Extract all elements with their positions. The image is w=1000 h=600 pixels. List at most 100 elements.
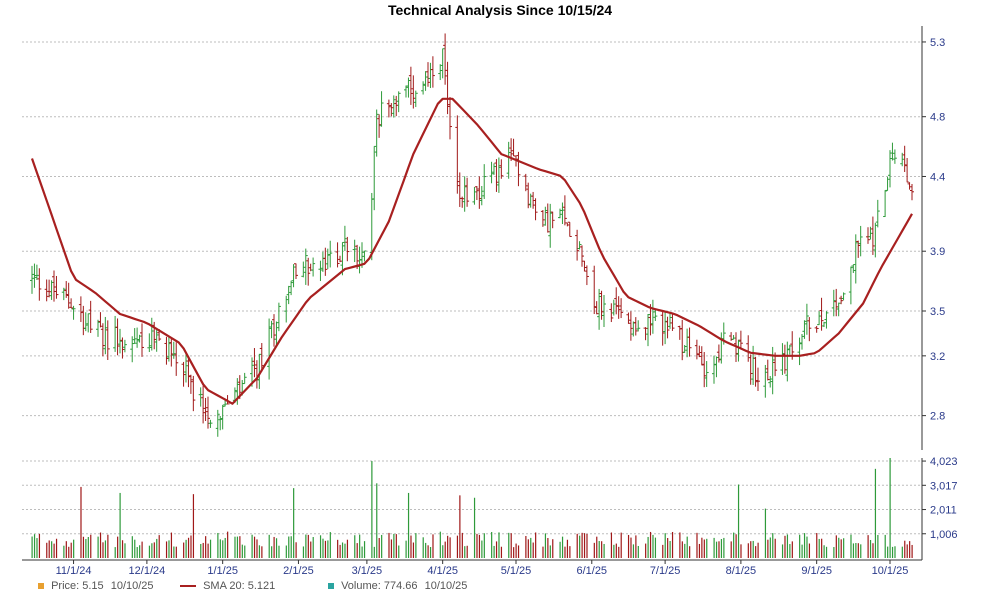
volume-tick-label: 3,017 — [930, 480, 958, 492]
volume-bar — [757, 542, 759, 558]
volume-bar — [843, 538, 845, 558]
volume-bar — [662, 544, 664, 558]
volume-bar — [99, 532, 102, 558]
volume-bar — [205, 536, 207, 558]
volume-bar — [285, 545, 287, 558]
volume-bar — [324, 540, 327, 558]
volume-bar — [769, 537, 771, 558]
volume-bar — [686, 536, 688, 558]
volume-bar — [801, 544, 803, 558]
volume-bar — [510, 533, 512, 558]
volume-bar — [476, 533, 478, 558]
volume-bar — [322, 538, 324, 558]
volume-bar — [290, 536, 292, 558]
volume-bar — [740, 544, 742, 558]
volume-bar — [381, 534, 383, 558]
x-tick-label: 5/1/25 — [501, 565, 532, 577]
legend-price-date: 10/10/25 — [110, 580, 154, 592]
volume-bar — [696, 532, 698, 558]
volume-bar — [593, 542, 595, 558]
volume-bar — [649, 531, 652, 558]
volume-bar — [68, 546, 70, 558]
volume-bar — [681, 541, 683, 558]
volume-bar — [442, 545, 444, 558]
volume-bar — [466, 545, 468, 558]
volume-bar — [549, 545, 551, 558]
volume-bar — [818, 538, 820, 558]
volume-bar — [187, 537, 190, 558]
volume-bar — [271, 546, 273, 558]
volume-bar — [456, 535, 459, 558]
price-tick-label: 3.9 — [930, 246, 945, 258]
volume-bar — [268, 534, 270, 558]
volume-bar — [701, 537, 703, 558]
volume-bar — [911, 544, 913, 558]
volume-bar — [767, 539, 769, 558]
volume-bar — [583, 533, 586, 558]
volume-bar — [855, 542, 857, 558]
volume-bar — [481, 540, 483, 558]
price-marker-icon — [38, 583, 44, 590]
volume-bar — [275, 538, 278, 558]
volume-bar — [415, 533, 417, 558]
volume-bar — [525, 535, 527, 558]
volume-bar — [207, 543, 209, 558]
volume-bar — [46, 542, 48, 558]
volume-bar — [894, 546, 896, 558]
volume-bar — [139, 545, 141, 558]
volume-bar — [312, 537, 314, 558]
volume-bar — [752, 540, 754, 558]
volume-bar — [620, 532, 622, 558]
volume-bar — [407, 492, 410, 558]
volume-bar — [527, 539, 529, 558]
price-tick-label: 4.8 — [930, 112, 945, 124]
volume-bar — [808, 543, 811, 558]
volume-bar — [615, 543, 617, 558]
volume-bar — [627, 534, 630, 558]
volume-bar — [564, 546, 566, 558]
volume-bar — [613, 544, 615, 558]
volume-bar — [750, 541, 752, 558]
volume-bar — [887, 546, 889, 558]
volume-bar — [532, 542, 534, 558]
volume-bar — [410, 535, 412, 558]
volume-bar — [165, 541, 168, 558]
volume-bar — [755, 546, 757, 558]
volume-bar — [654, 537, 657, 558]
volume-bar — [444, 541, 446, 558]
volume-bar — [791, 541, 793, 558]
volume-bar — [124, 543, 126, 558]
volume-bar — [478, 534, 481, 558]
volume-bar — [48, 540, 50, 558]
legend-price-label: Price: 5.15 — [51, 580, 104, 592]
volume-bar — [405, 540, 407, 558]
volume-bar — [373, 546, 375, 558]
x-tick-label: 2/1/25 — [283, 565, 314, 577]
volume-bar — [258, 545, 261, 558]
volume-bar — [183, 542, 185, 558]
volume-bar — [715, 541, 718, 558]
volume-bar — [412, 542, 415, 558]
volume-bar — [684, 543, 686, 558]
volume-bar — [310, 541, 312, 558]
volume-bar — [432, 534, 434, 558]
volume-bar — [874, 468, 877, 558]
volume-bar — [806, 536, 808, 558]
volume-bar — [645, 543, 647, 558]
volume-bar — [327, 540, 329, 558]
volume-bar — [70, 542, 72, 558]
volume-bar — [307, 534, 309, 558]
volume-bar — [202, 542, 204, 558]
volume-bar — [253, 536, 256, 558]
volume-bar — [733, 532, 735, 558]
volume-bar — [664, 533, 666, 558]
volume-bar — [222, 540, 224, 558]
volume-bar — [904, 540, 906, 558]
x-tick-label: 1/1/25 — [207, 565, 238, 577]
volume-bar — [772, 533, 774, 558]
volume-bar — [647, 536, 649, 558]
volume-bar — [671, 531, 674, 558]
volume-bar — [601, 541, 603, 558]
price-tick-label: 5.3 — [930, 37, 945, 49]
volume-bar — [361, 546, 363, 558]
